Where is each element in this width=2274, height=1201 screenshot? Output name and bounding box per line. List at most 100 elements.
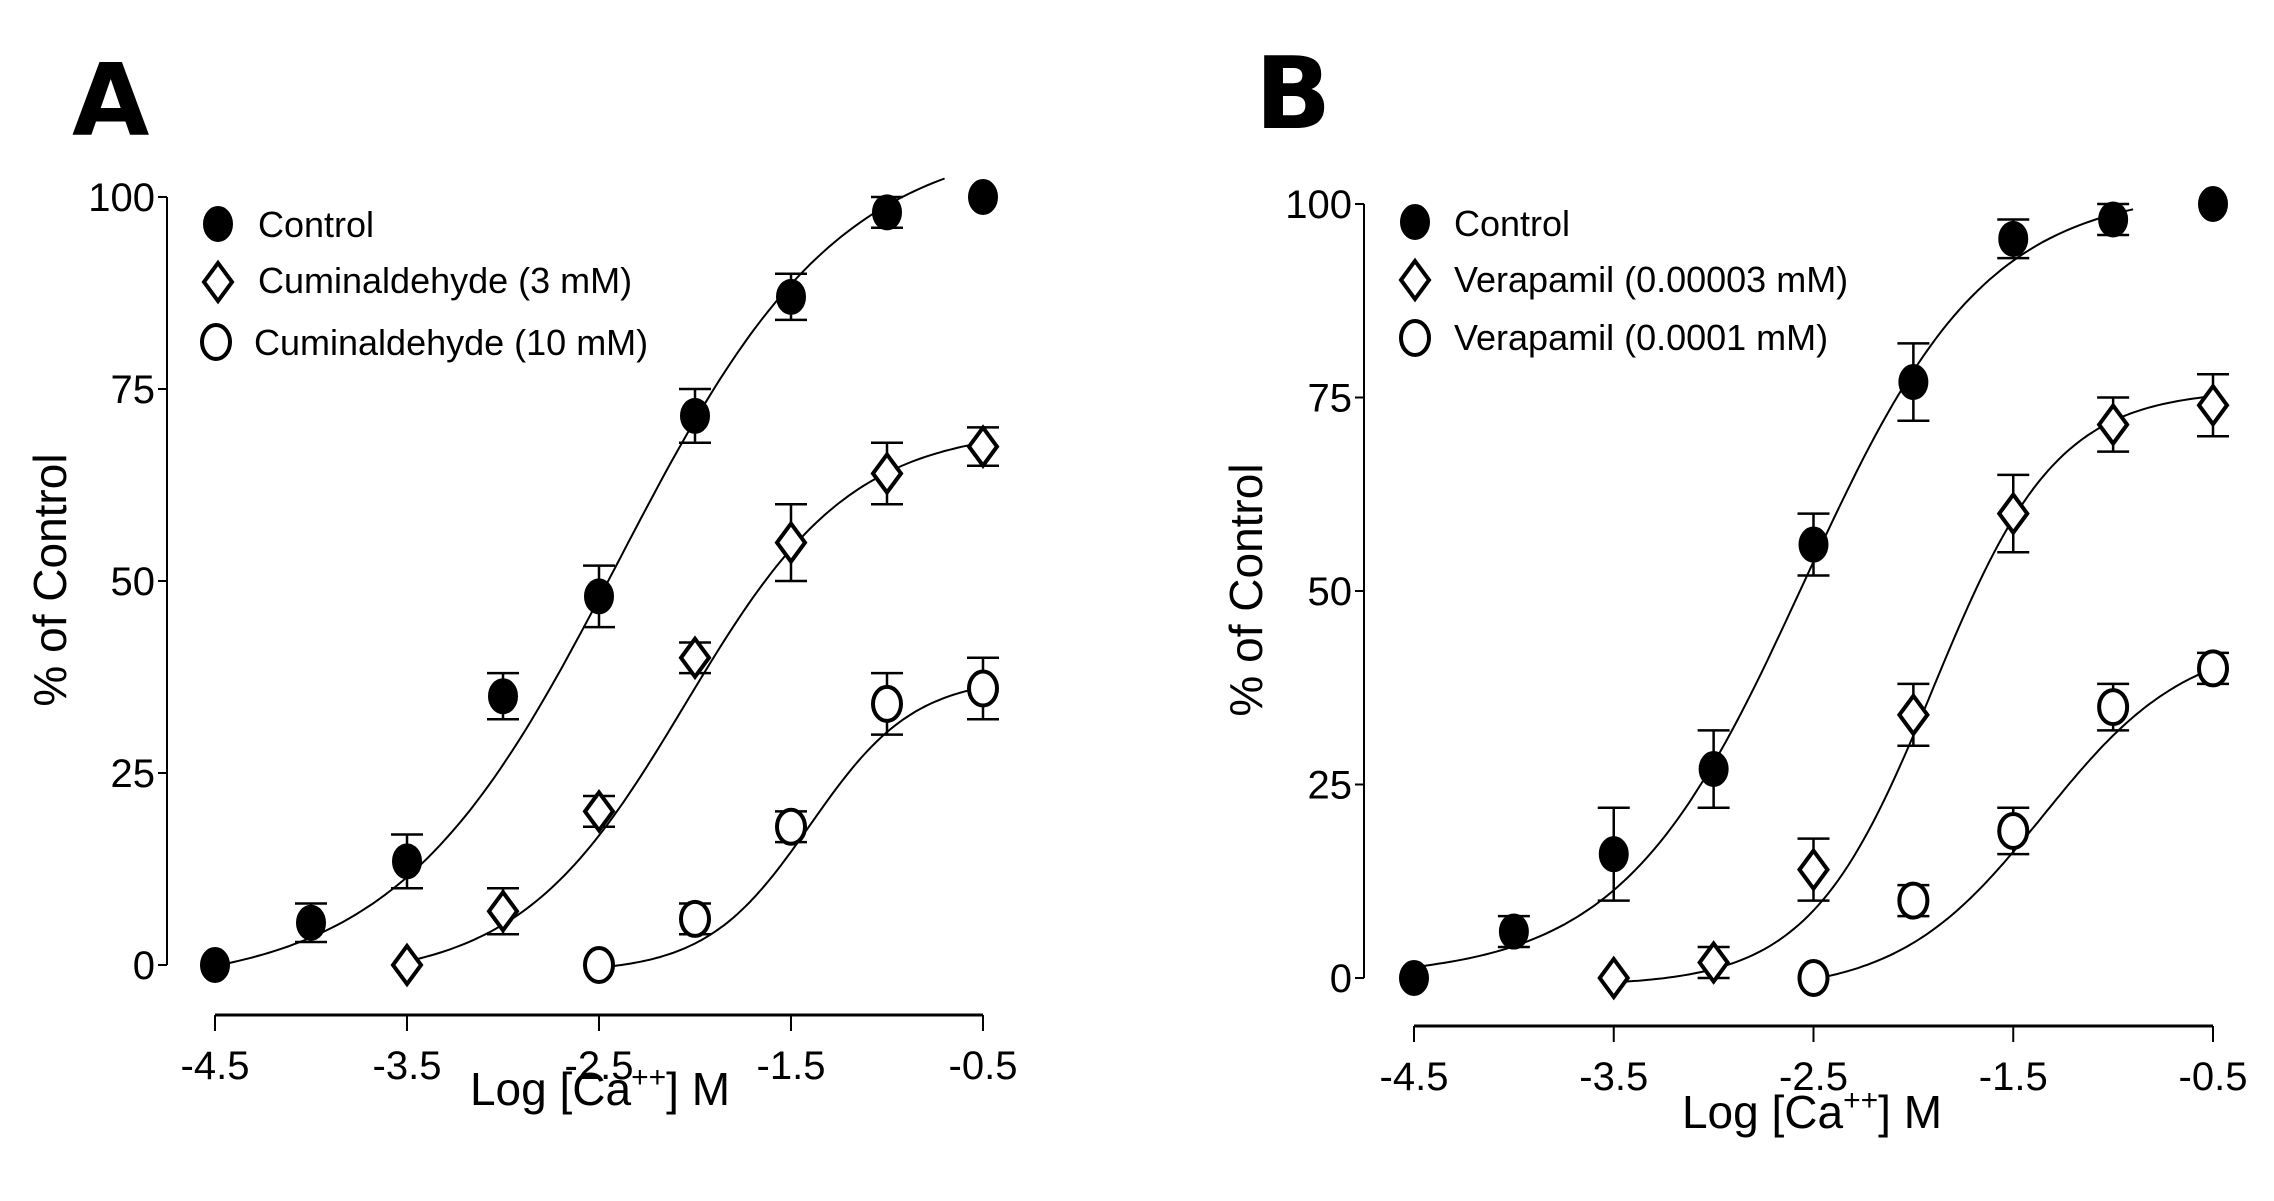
data-point <box>296 904 326 941</box>
series-open-diamond <box>390 424 1000 988</box>
y-tick-label: 100 <box>1285 183 1352 227</box>
axes: 0 25 50 75 100 -4.5 -3.5 -2.5 -1.5 -0.5 <box>88 176 1017 1088</box>
data-point <box>1698 751 1729 788</box>
data-point <box>2098 201 2129 238</box>
y-axis-title: % of Control <box>24 453 76 706</box>
data-point <box>1998 220 2029 257</box>
fit-curve <box>214 177 945 967</box>
data-point <box>583 946 615 984</box>
series-filled-circle <box>200 177 998 983</box>
panel-b: B % of Control Log [Ca++] M 0 25 50 75 100 -4… <box>1220 35 2247 1138</box>
legend-marker-open-diamond <box>1398 257 1432 303</box>
x-axis-title-main: Log [Ca <box>470 1063 632 1115</box>
series-open-circle <box>583 656 999 984</box>
panel-letter: B <box>1255 35 1331 152</box>
fit-curve <box>1413 208 2134 969</box>
data-point <box>2197 649 2229 688</box>
data-point <box>1697 940 1731 985</box>
x-axis-title: Log [Ca++] M <box>470 1061 730 1115</box>
series-open-circle <box>1797 649 2229 997</box>
x-axis-title-end: ] M <box>666 1063 730 1115</box>
axes: 0 25 50 75 100 -4.5 -3.5 -2.5 -1.5 -0.5 <box>1285 183 2247 1099</box>
legend-item: Control <box>1400 203 1570 244</box>
data-point <box>1997 811 2030 850</box>
data-point <box>1897 881 1930 920</box>
data-point <box>775 807 807 846</box>
data-point <box>1597 955 1631 1001</box>
y-tick-label: 25 <box>1308 764 1353 808</box>
x-tick-label: -3.5 <box>373 1044 442 1088</box>
y-tick-label: 75 <box>111 368 156 412</box>
data-point <box>678 635 712 681</box>
data-point <box>680 397 710 434</box>
data-point <box>488 678 518 715</box>
data-marks <box>1399 186 2230 1001</box>
legend-item: Cuminaldehyde (10 mM) <box>200 322 648 363</box>
legend-item: Control <box>203 204 374 245</box>
legend-label: Verapamil (0.00003 mM) <box>1454 259 1848 300</box>
data-point <box>390 942 424 988</box>
legend-label: Control <box>258 204 374 245</box>
legend-marker-open-diamond <box>201 259 235 305</box>
data-point <box>392 843 422 880</box>
data-point <box>1498 913 1529 950</box>
data-point <box>1898 364 1929 401</box>
legend-marker-filled-circle <box>1400 204 1430 240</box>
legend-label: Cuminaldehyde (10 mM) <box>254 322 648 363</box>
x-tick-label: -1.5 <box>757 1044 826 1088</box>
data-point <box>2097 688 2130 727</box>
y-tick-label: 50 <box>1308 570 1353 614</box>
legend: Control Cuminaldehyde (3 mM) Cuminaldehy… <box>200 204 648 363</box>
series-open-diamond <box>1597 373 2230 1001</box>
data-point <box>1797 847 1830 893</box>
data-point <box>966 424 1000 469</box>
legend-marker-open-diamond <box>201 259 235 305</box>
x-axis-title-main: Log [Ca <box>1682 1086 1844 1138</box>
data-point <box>871 684 903 723</box>
legend-item: Verapamil (0.0001 mM) <box>1399 317 1828 358</box>
x-tick-label: -2.5 <box>1779 1055 1848 1099</box>
data-point <box>1996 491 2030 536</box>
data-point <box>2096 402 2130 447</box>
y-tick-label: 100 <box>88 176 155 220</box>
legend-marker-open-circle <box>1399 319 1431 357</box>
legend-label: Control <box>1454 203 1570 244</box>
legend-marker-filled-circle <box>1400 204 1430 240</box>
x-tick-label: -1.5 <box>1979 1055 2048 1099</box>
legend: Control Verapamil (0.00003 mM) Verapamil… <box>1398 203 1848 358</box>
data-point <box>1598 836 1629 873</box>
y-tick-label: 0 <box>1330 957 1352 1001</box>
data-point <box>872 194 902 231</box>
legend-item: Cuminaldehyde (3 mM) <box>201 259 632 305</box>
y-axis-title: % of Control <box>1220 463 1272 716</box>
data-point <box>200 947 230 983</box>
legend-marker-open-circle <box>1399 319 1431 357</box>
data-point <box>2196 382 2230 428</box>
x-tick-label: -2.5 <box>565 1044 634 1088</box>
x-axis-title-superscript: ++ <box>631 1061 666 1094</box>
data-point <box>582 789 616 834</box>
data-point <box>776 278 806 315</box>
data-point <box>679 899 711 938</box>
y-tick-label: 75 <box>1308 377 1353 421</box>
data-point <box>1399 960 1429 996</box>
data-point <box>870 451 904 496</box>
legend-item: Verapamil (0.00003 mM) <box>1398 257 1848 303</box>
legend-marker-open-diamond <box>1398 257 1432 303</box>
x-tick-label: -4.5 <box>1380 1055 1449 1099</box>
x-tick-label: -0.5 <box>949 1044 1018 1088</box>
y-tick-label: 25 <box>111 752 156 796</box>
x-tick-label: -0.5 <box>2179 1055 2248 1099</box>
data-point <box>2198 186 2228 222</box>
panel-a: A % of Control Log [Ca++] M 0 25 50 75 100 -4… <box>24 42 1017 1115</box>
data-point <box>774 520 808 565</box>
data-marks <box>200 177 1000 988</box>
x-axis-title-end: ] M <box>1878 1086 1942 1138</box>
data-point <box>1798 526 1829 563</box>
data-point <box>968 179 998 215</box>
legend-marker-filled-circle <box>203 206 233 242</box>
y-tick-label: 0 <box>133 944 155 988</box>
legend-label: Cuminaldehyde (3 mM) <box>258 260 632 301</box>
data-point <box>967 669 999 708</box>
